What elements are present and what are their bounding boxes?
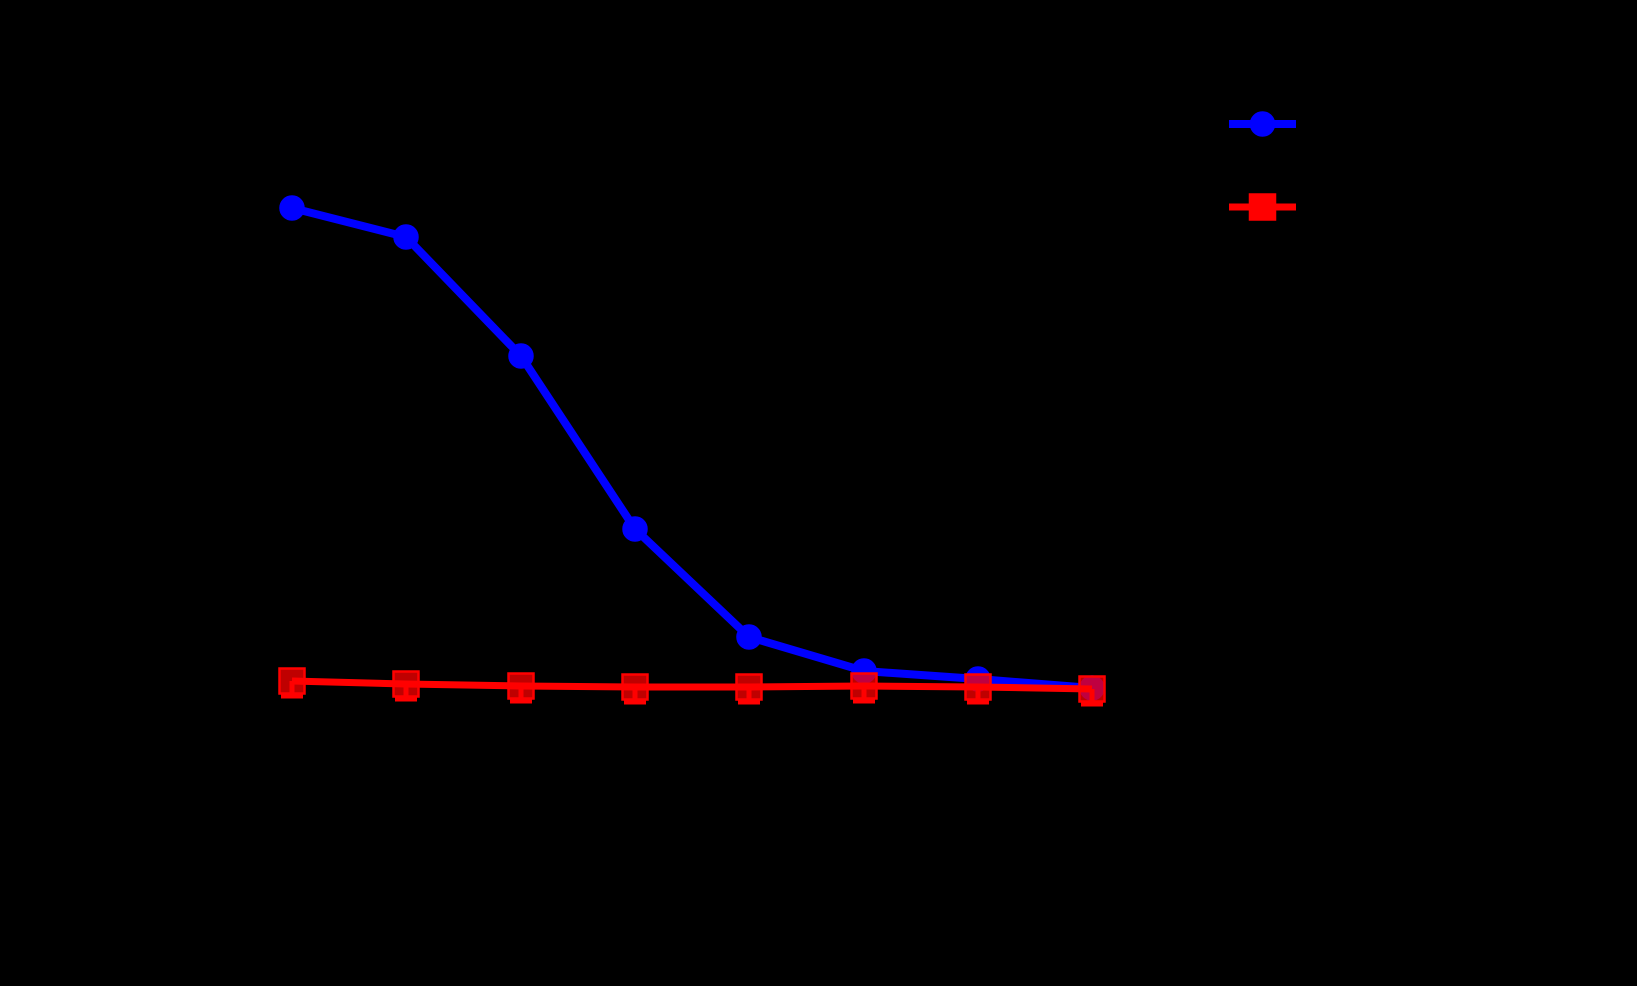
blue-circle-series-marker xyxy=(736,624,762,650)
red-square-series-marker xyxy=(1078,675,1106,703)
red-square-series-marker xyxy=(621,673,649,701)
legend-marker-circle xyxy=(1249,111,1276,137)
blue-circle-series-marker xyxy=(508,343,534,369)
red-square-series-marker xyxy=(964,673,992,701)
blue-circle-series-marker xyxy=(622,516,648,542)
red-square-series-line xyxy=(291,677,1093,693)
red-square-series-marker xyxy=(850,672,878,700)
legend-entry-red-square-series xyxy=(1229,193,1296,221)
red-square-series-marker xyxy=(735,673,763,701)
blue-circle-series-marker xyxy=(279,195,305,221)
red-square-series-marker xyxy=(392,670,420,698)
red-square-series-marker xyxy=(278,667,306,695)
legend-marker-square xyxy=(1248,193,1277,221)
red-square-series xyxy=(278,667,1106,707)
blue-circle-series-line xyxy=(291,204,1093,692)
legend-entry-blue-circle-series xyxy=(1229,111,1296,137)
legend xyxy=(1229,111,1296,221)
blue-circle-series-marker xyxy=(393,224,419,250)
red-square-series-marker xyxy=(507,672,535,700)
